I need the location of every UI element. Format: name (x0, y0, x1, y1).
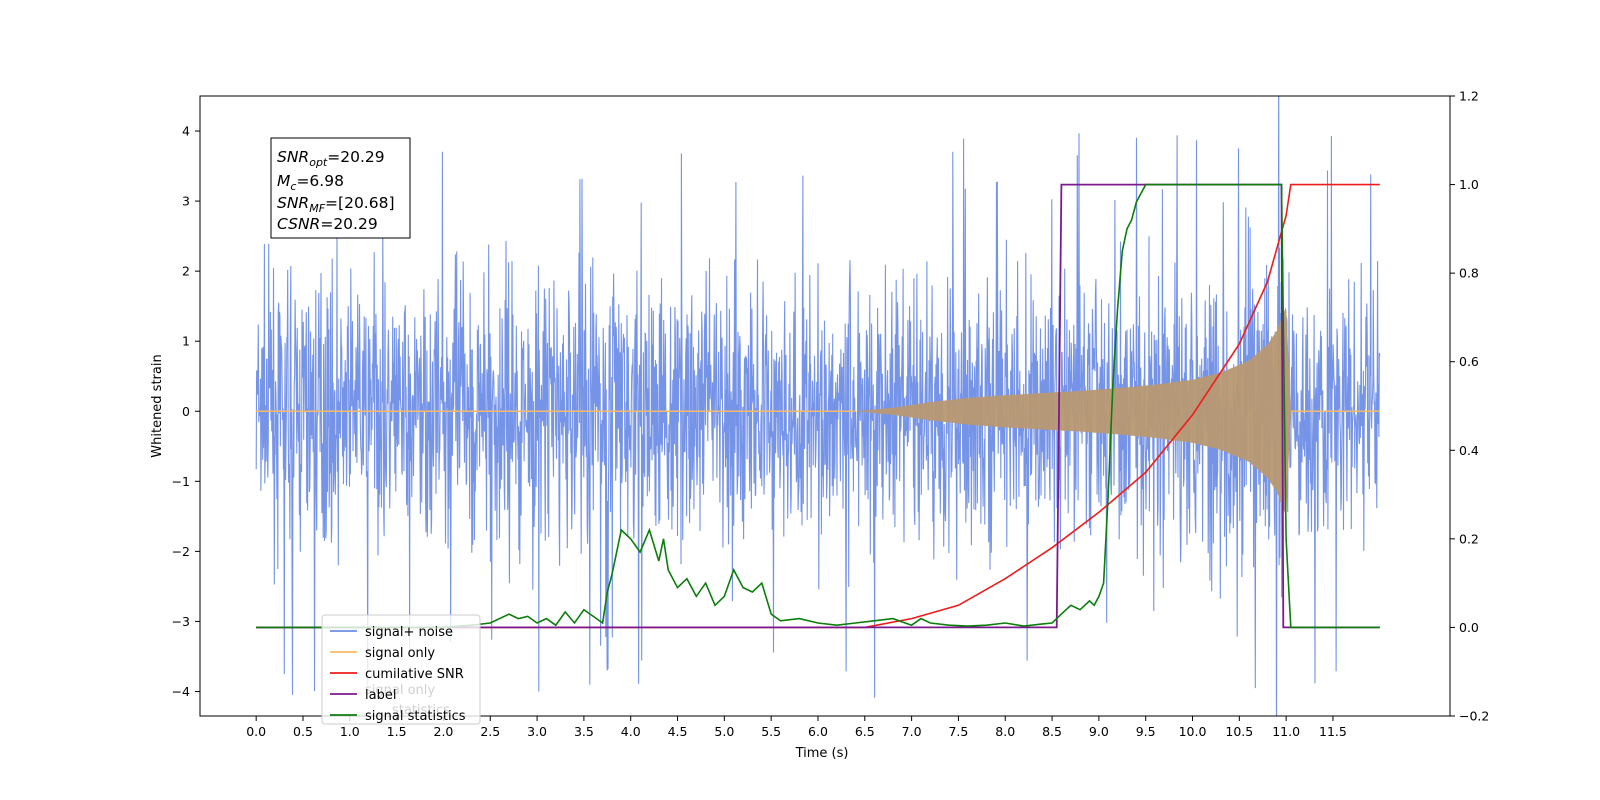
x-tick-label: 2.5 (480, 724, 500, 739)
x-tick-label: 9.5 (1136, 724, 1156, 739)
x-tick-label: 6.5 (855, 724, 875, 739)
y-left-tick-label: −2 (172, 544, 190, 559)
x-axis-label: Time (s) (795, 746, 849, 761)
x-tick-label: 3.5 (574, 724, 594, 739)
x-tick-label: 5.5 (761, 724, 781, 739)
x-tick-label: 0.0 (246, 724, 266, 739)
x-tick-label: 4.5 (668, 724, 688, 739)
info-snr-opt: SNRopt=20.29 (277, 148, 385, 169)
legend-label: label (365, 688, 396, 703)
x-tick-label: 0.5 (293, 724, 313, 739)
signal-envelope (836, 307, 1291, 515)
x-tick-label: 1.0 (340, 724, 360, 739)
x-tick-label: 4.0 (621, 724, 641, 739)
y-axis-label: Whitened strain (150, 354, 165, 457)
y-right-tick-label: 0.8 (1459, 266, 1479, 281)
legend-label: signal only (365, 646, 435, 661)
cumulative-snr-line (256, 183, 1380, 629)
y-left-tick-label: 2 (182, 264, 190, 279)
x-tick-label: 2.0 (434, 724, 454, 739)
x-tick-label: 11.0 (1272, 724, 1300, 739)
y-right-tick-label: 0.0 (1459, 620, 1479, 635)
plot-area (255, 96, 1381, 716)
y-axis-left: −4 −3 −2 −1 0 1 2 3 4 (172, 124, 200, 699)
plot-frame (199, 95, 1451, 717)
x-tick-label: 10.0 (1179, 724, 1207, 739)
x-tick-label: 11.5 (1319, 724, 1347, 739)
legend-label: signal statistics (365, 709, 466, 724)
y-left-tick-label: 0 (182, 404, 190, 419)
y-right-tick-label: 0.2 (1459, 531, 1479, 546)
x-tick-label: 8.5 (1042, 724, 1062, 739)
signal-only-series (256, 307, 1380, 515)
x-tick-label: 1.5 (387, 724, 407, 739)
x-tick-label: 6.0 (808, 724, 828, 739)
x-tick-label: 7.5 (948, 724, 968, 739)
y-left-tick-label: −3 (172, 614, 190, 629)
y-axis-right: −0.2 0.0 0.2 0.4 0.6 0.8 1.0 1.2 (1450, 89, 1489, 724)
y-left-tick-label: −1 (172, 474, 190, 489)
legend-frame (321, 614, 481, 725)
x-tick-label: 9.0 (1089, 724, 1109, 739)
info-box: SNRopt=20.29 Mc=6.98 SNRMF=[20.68] CSNR=… (270, 137, 411, 239)
y-right-tick-label: 1.0 (1459, 177, 1479, 192)
y-left-tick-label: 3 (182, 194, 190, 209)
y-left-tick-label: 4 (182, 124, 190, 139)
y-right-tick-label: 0.6 (1459, 354, 1479, 369)
x-tick-label: 7.0 (902, 724, 922, 739)
y-right-tick-label: 1.2 (1459, 89, 1479, 104)
x-tick-label: 8.0 (995, 724, 1015, 739)
legend: signal only statistics signal+ noise sign… (321, 614, 481, 725)
signal-statistics-line (256, 183, 1380, 629)
x-tick-label: 10.5 (1225, 724, 1253, 739)
x-tick-label: 5.0 (714, 724, 734, 739)
legend-label: signal+ noise (365, 625, 453, 640)
legend-hidden-text-1: signal only (365, 683, 435, 698)
info-box-frame (270, 137, 411, 239)
legend-label: cumilative SNR (365, 667, 464, 682)
y-left-tick-label: 1 (182, 334, 190, 349)
x-axis: 0.0 0.5 1.0 1.5 2.0 2.5 3.0 3.5 4.0 4.5 5.0 5.5 6.0 6… (246, 716, 1347, 739)
y-left-tick-label: −4 (172, 684, 190, 699)
info-mc: Mc=6.98 (277, 172, 344, 193)
legend-hidden-text-2: statistics (392, 703, 450, 718)
info-csnr: CSNR=20.29 (277, 215, 378, 233)
info-snr-mf: SNRMF=[20.68] (277, 194, 395, 215)
y-right-tick-label: 0.4 (1459, 443, 1479, 458)
y-right-tick-label: −0.2 (1459, 709, 1489, 724)
x-tick-label: 3.0 (527, 724, 547, 739)
